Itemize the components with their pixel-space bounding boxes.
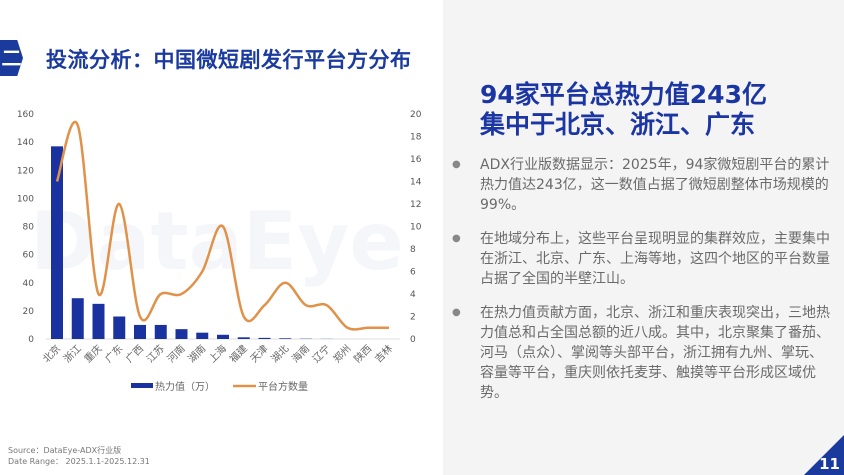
list-item: ● 在地域分布上，这些平台呈现明显的集群效应，主要集中在浙江、北京、广东、上海等地…: [452, 229, 832, 289]
bar: [279, 338, 292, 339]
x-tick-label: 陕西: [351, 342, 374, 365]
x-tick-label: 吉林: [372, 342, 395, 365]
x-tick-label: 辽宁: [310, 342, 333, 365]
heading-line: 94家平台总热力值243亿: [480, 80, 767, 109]
y-right-tick: 18: [410, 133, 422, 143]
x-tick-label: 浙江: [61, 343, 84, 366]
bullet-icon: ●: [452, 159, 461, 170]
x-tick-label: 湖北: [269, 343, 292, 366]
bar: [134, 324, 146, 339]
source-text: Source：DataEye-ADX行业版: [8, 446, 122, 455]
bar: [217, 334, 229, 339]
x-tick-label: 北京: [40, 342, 63, 365]
date-range-text: Date Range： 2025.1.1-2025.12.31: [8, 457, 150, 466]
bar: [92, 303, 105, 339]
y-left-tick: 20: [23, 307, 35, 317]
bullet-text: ADX行业版数据显示：2025年，94家微短剧平台的累计热力值达243亿，这一数…: [480, 157, 830, 213]
y-right-tick: 8: [410, 245, 416, 255]
x-tick-label: 海南: [289, 342, 312, 365]
y-left-tick: 0: [28, 335, 34, 345]
bullet-text: 在热力值贡献方面，北京、浙江和重庆表现突出，三地热力值总和占全国总额的近八成。其…: [480, 305, 830, 401]
y-right-tick: 16: [410, 155, 422, 165]
y-right-tick: 4: [410, 290, 416, 300]
y-right-tick: 12: [410, 200, 421, 210]
x-tick-label: 河南: [164, 342, 187, 365]
list-item: ● ADX行业版数据显示：2025年，94家微短剧平台的累计热力值达243亿，这一…: [452, 155, 832, 215]
y-right-tick: 10: [410, 223, 422, 233]
y-right-tick: 0: [410, 335, 416, 345]
bar: [175, 329, 188, 339]
bar: [113, 316, 126, 339]
heading-line: 集中于北京、浙江、广东: [480, 110, 756, 139]
bar: [154, 324, 167, 339]
bullet-text: 在地域分布上，这些平台呈现明显的集群效应，主要集中在浙江、北京、广东、上海等地，…: [480, 231, 830, 287]
x-tick-label: 福建: [227, 342, 250, 365]
y-right-tick: 6: [410, 268, 416, 278]
x-tick-label: 重庆: [81, 342, 104, 365]
chart: 0 20 40 60 80 100 120 140 160 0 2 4 6 8 10 12 14 16 18 20 北京…: [17, 110, 422, 393]
bar: [258, 337, 271, 339]
source-note: Source：DataEye-ADX行业版 Date Range： 2025.1…: [8, 445, 150, 467]
y-left-tick: 140: [17, 138, 34, 148]
x-tick-label: 上海: [206, 342, 229, 365]
y-left-tick: 60: [23, 251, 35, 261]
bullet-icon: ●: [452, 233, 461, 244]
panel-heading: 94家平台总热力值243亿 集中于北京、浙江、广东: [480, 80, 767, 140]
legend-label: 平台方数量: [258, 380, 308, 393]
legend-bar-swatch: [131, 383, 153, 388]
bar: [237, 337, 250, 339]
bullet-list: ● ADX行业版数据显示：2025年，94家微短剧平台的累计热力值达243亿，这一…: [452, 155, 832, 417]
y-left-tick: 80: [23, 223, 35, 233]
bar: [71, 298, 84, 339]
bar: [51, 146, 63, 339]
watermark: DataEye: [30, 195, 404, 288]
y-right-tick: 2: [410, 313, 416, 323]
x-tick-label: 郑州: [330, 342, 353, 365]
x-tick-label: 广东: [102, 342, 125, 365]
x-tick-label: 天津: [248, 343, 271, 366]
y-left-tick: 100: [17, 194, 34, 204]
x-tick-label: 广西: [123, 343, 146, 366]
summary-panel: [443, 0, 844, 475]
x-tick-label: 江苏: [144, 342, 167, 365]
x-tick-label: 湖南: [185, 342, 208, 365]
list-item: ● 在热力值贡献方面，北京、浙江和重庆表现突出，三地热力值总和占全国总额的近八成。…: [452, 303, 832, 403]
y-left-tick: 160: [17, 110, 34, 120]
legend-label: 热力值（万）: [155, 380, 215, 393]
series-line: [55, 120, 389, 331]
page-number: 11: [819, 455, 840, 473]
y-right-tick: 14: [410, 178, 422, 188]
y-right-tick: 20: [410, 110, 422, 120]
bullet-icon: ●: [452, 307, 461, 318]
y-left-tick: 120: [17, 166, 34, 176]
page-title: 投流分析：中国微短剧发行平台方分布: [46, 48, 412, 72]
section-badge: 二: [0, 40, 23, 76]
y-left-tick: 40: [23, 279, 35, 289]
bar: [196, 332, 209, 339]
